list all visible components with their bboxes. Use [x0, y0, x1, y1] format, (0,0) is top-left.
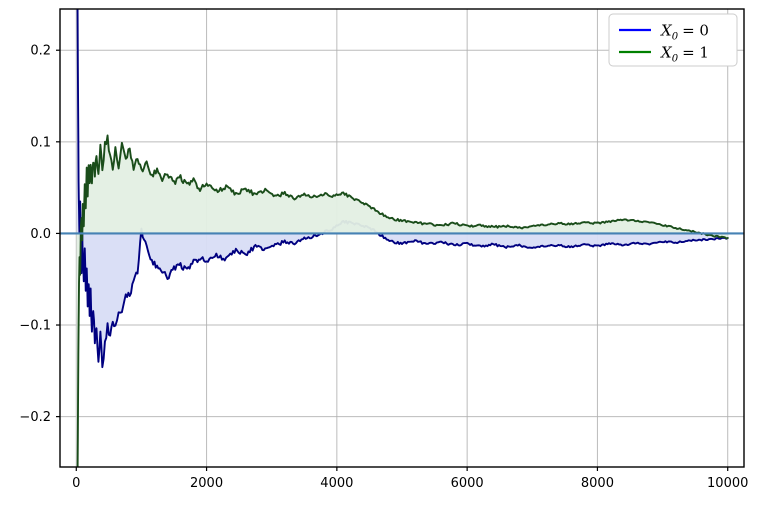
- y-tick-label-0: −0.2: [19, 410, 51, 425]
- y-tick-label-1: −0.1: [19, 319, 51, 334]
- series-fill-1: [76, 135, 728, 467]
- legend-label-0: X0 = 0: [660, 22, 709, 43]
- x-tick-labels: 0 2000 4000 6000 8000 10000: [72, 476, 748, 491]
- series-layer: [76, 9, 729, 467]
- axis-ticks: [56, 49, 729, 471]
- y-tick-label-4: 0.2: [30, 44, 51, 59]
- series-line-1: [76, 134, 729, 467]
- legend[interactable]: X0 = 0X0 = 1: [608, 13, 738, 67]
- axes-spines: [59, 8, 745, 468]
- x-tick-label-2: 4000: [320, 476, 353, 491]
- x-tick-label-5: 10000: [707, 476, 748, 491]
- x-tick-label-3: 6000: [451, 476, 484, 491]
- x-tick-label-1: 2000: [190, 476, 223, 491]
- legend-label-1: X0 = 1: [660, 44, 709, 65]
- x-tick-label-4: 8000: [581, 476, 614, 491]
- x-tick-label-0: 0: [72, 476, 80, 491]
- y-tick-label-3: 0.1: [30, 135, 51, 150]
- y-tick-labels: −0.2 −0.1 0.0 0.1 0.2: [19, 44, 51, 425]
- y-tick-label-2: 0.0: [30, 227, 51, 242]
